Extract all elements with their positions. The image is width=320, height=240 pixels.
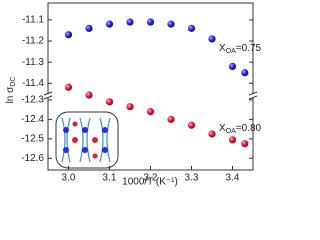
- y-tick-label: -12.5: [21, 133, 44, 144]
- data-point: [228, 136, 237, 144]
- data-point: [228, 62, 237, 71]
- data-point: [208, 35, 216, 43]
- x-tick-label: 3.2: [144, 173, 158, 184]
- x-axis-label: 1000/T (K⁻¹): [122, 177, 178, 188]
- data-point: [208, 130, 216, 138]
- data-point: [64, 31, 73, 39]
- data-point: [105, 20, 114, 28]
- inset: [55, 111, 119, 169]
- chart: 1000/T (K⁻¹) 3.0 3.1 3.2 3.3 3.4 -11.1 -11.2 -1…: [5, 2, 262, 188]
- y-tick-label: -11.3: [22, 57, 44, 68]
- data-point: [167, 115, 175, 123]
- x-tick-label: 3.3: [185, 173, 199, 184]
- y-tick-label: -12.6: [21, 153, 44, 164]
- data-point: [105, 98, 114, 106]
- legend-label: XOA=0.75: [219, 43, 262, 55]
- y-tick-label: -11.1: [22, 15, 44, 26]
- data-point: [126, 103, 134, 111]
- y-tick-label: -11.2: [22, 36, 44, 47]
- data-point: [85, 91, 93, 99]
- data-point: [167, 20, 175, 28]
- y-axis-label: ln σDC: [5, 77, 17, 104]
- data-point: [187, 121, 196, 129]
- data-point: [146, 18, 155, 26]
- data-point: [241, 140, 249, 148]
- y-tick-label: -12.4: [21, 114, 44, 125]
- data-point: [187, 24, 196, 32]
- x-tick-label: 3.4: [226, 173, 240, 184]
- x-tick-label: 3.0: [62, 173, 76, 184]
- x-tick-label: 3.1: [103, 173, 117, 184]
- data-point: [126, 18, 134, 26]
- legend-label: XOA=0.80: [219, 123, 262, 135]
- y-tick-label: -11.4: [22, 78, 44, 89]
- axis-break: [43, 91, 258, 100]
- y-tick-label: -12.3: [21, 95, 44, 106]
- data-point: [146, 107, 155, 116]
- data-point: [241, 69, 249, 77]
- data-point: [85, 24, 93, 32]
- data-point: [64, 83, 73, 91]
